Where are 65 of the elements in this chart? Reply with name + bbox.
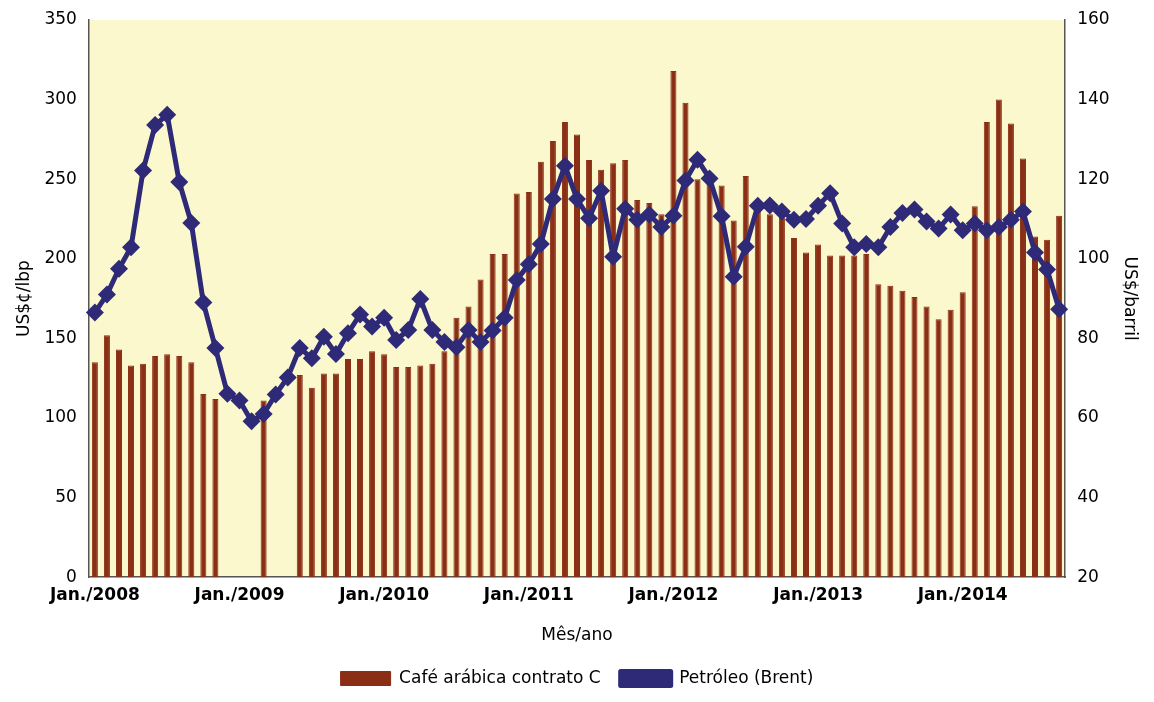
bar — [164, 354, 171, 578]
bar — [887, 285, 894, 578]
y-tick-label: 50 — [55, 486, 77, 507]
bar — [875, 284, 882, 578]
x-tick-label: Jan./2010 — [338, 583, 430, 604]
bar — [115, 349, 122, 578]
bar — [911, 297, 918, 578]
bar — [959, 292, 966, 578]
bar — [103, 335, 110, 578]
bar — [91, 362, 98, 578]
bar — [694, 179, 701, 578]
x-tick-label: Jan./2009 — [193, 583, 285, 604]
y2-tick-label: 120 — [1077, 167, 1110, 188]
bar — [947, 309, 954, 578]
bar — [803, 252, 810, 578]
bar — [152, 355, 159, 578]
y-tick-label: 350 — [44, 8, 77, 29]
bar — [188, 362, 195, 578]
bar — [393, 367, 400, 578]
bar — [790, 238, 797, 578]
y2-tick-label: 100 — [1077, 247, 1110, 268]
y2-tick-label: 140 — [1077, 88, 1110, 109]
y2-tick-label: 80 — [1077, 326, 1099, 347]
bar — [320, 373, 327, 578]
bar — [429, 363, 436, 578]
y2-tick-label: 40 — [1077, 486, 1099, 507]
x-axis-title: Mês/ano — [541, 624, 613, 645]
y-tick-label: 0 — [66, 565, 77, 586]
bar — [140, 363, 147, 578]
bar — [357, 359, 364, 578]
bar — [369, 351, 376, 578]
bar — [417, 365, 424, 578]
y2-tick-label: 160 — [1077, 8, 1110, 29]
y-tick-label: 300 — [44, 88, 77, 109]
bar — [405, 367, 412, 578]
legend-label: Café arábica contrato C — [399, 666, 601, 687]
y-tick-label: 100 — [44, 406, 77, 427]
bar — [344, 359, 351, 578]
bar — [815, 244, 822, 578]
bar — [332, 373, 339, 578]
bar — [308, 387, 315, 578]
y2-tick-label: 20 — [1077, 565, 1099, 586]
bar — [827, 255, 834, 578]
bar — [923, 306, 930, 578]
y-tick-label: 150 — [44, 326, 77, 347]
x-tick-label: Jan./2014 — [916, 583, 1008, 604]
bar — [128, 365, 135, 578]
y2-tick-label: 60 — [1077, 406, 1099, 427]
y2-axis-title: US$/barril — [1121, 256, 1142, 341]
y-axis-title: US$¢/lbp — [12, 260, 33, 338]
x-tick-label: Jan./2011 — [482, 583, 574, 604]
y-tick-label: 200 — [44, 247, 77, 268]
bar — [212, 398, 219, 578]
bar — [176, 355, 183, 578]
x-tick-label: Jan./2013 — [772, 583, 864, 604]
bar — [381, 354, 388, 578]
bar — [935, 319, 942, 578]
bar — [200, 394, 207, 578]
bar — [839, 255, 846, 578]
x-tick-label: Jan./2012 — [627, 583, 719, 604]
bar — [899, 290, 906, 578]
legend-label: Petróleo (Brent) — [679, 666, 814, 687]
bar — [296, 375, 303, 578]
x-tick-label: Jan./2008 — [48, 583, 140, 604]
y-tick-label: 250 — [44, 167, 77, 188]
